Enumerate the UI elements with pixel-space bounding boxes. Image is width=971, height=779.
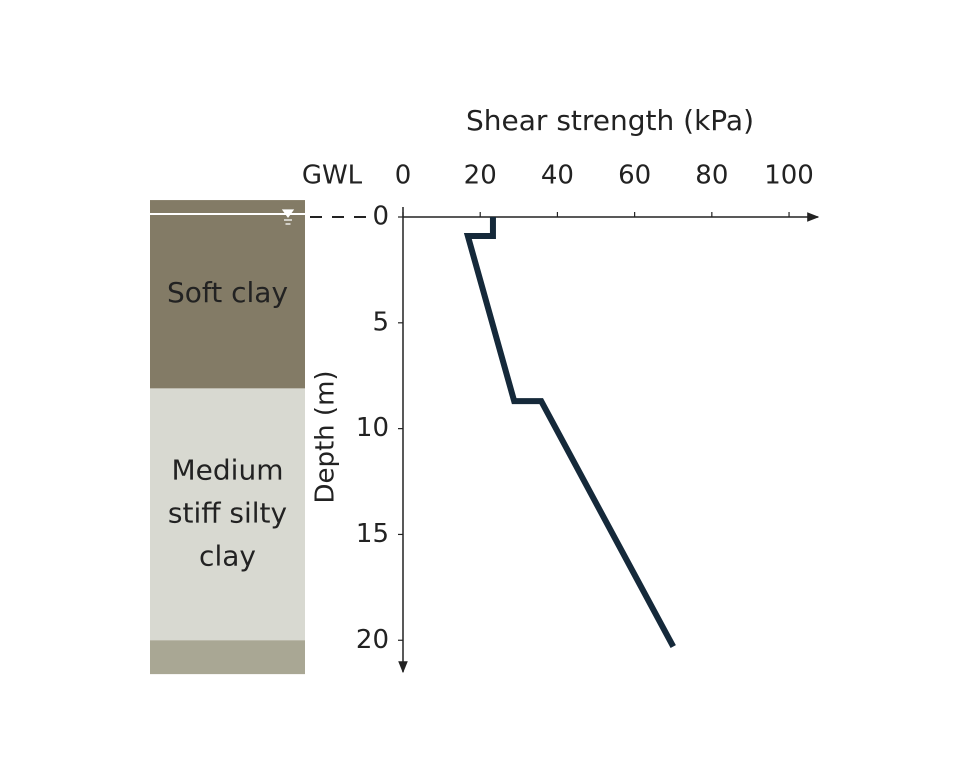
x-tick-label: 0	[395, 161, 412, 191]
soil-layer	[150, 388, 305, 641]
y-tick-label: 5	[372, 307, 389, 337]
layer-label: Medium	[172, 453, 284, 486]
gwl-label: GWL	[302, 161, 363, 191]
y-tick-label: 20	[356, 625, 389, 655]
soil-layer	[150, 640, 305, 675]
y-tick-label: 10	[356, 413, 389, 443]
layer-label: clay	[199, 539, 256, 572]
y-tick-label: 0	[372, 202, 389, 232]
strength-profile	[463, 217, 676, 649]
y-tick-label: 15	[356, 519, 389, 549]
x-tick-label: 60	[618, 161, 651, 191]
chart-title: Shear strength (kPa)	[466, 104, 754, 137]
gwl-symbol	[281, 209, 295, 225]
x-tick-label: 100	[764, 161, 814, 191]
layer-label: Soft clay	[167, 276, 288, 309]
y-axis-label: Depth (m)	[311, 370, 341, 503]
layer-label: stiff silty	[168, 496, 287, 529]
x-tick-label: 80	[695, 161, 728, 191]
x-tick-label: 20	[464, 161, 497, 191]
x-tick-label: 40	[541, 161, 574, 191]
soil-layer	[150, 200, 305, 389]
